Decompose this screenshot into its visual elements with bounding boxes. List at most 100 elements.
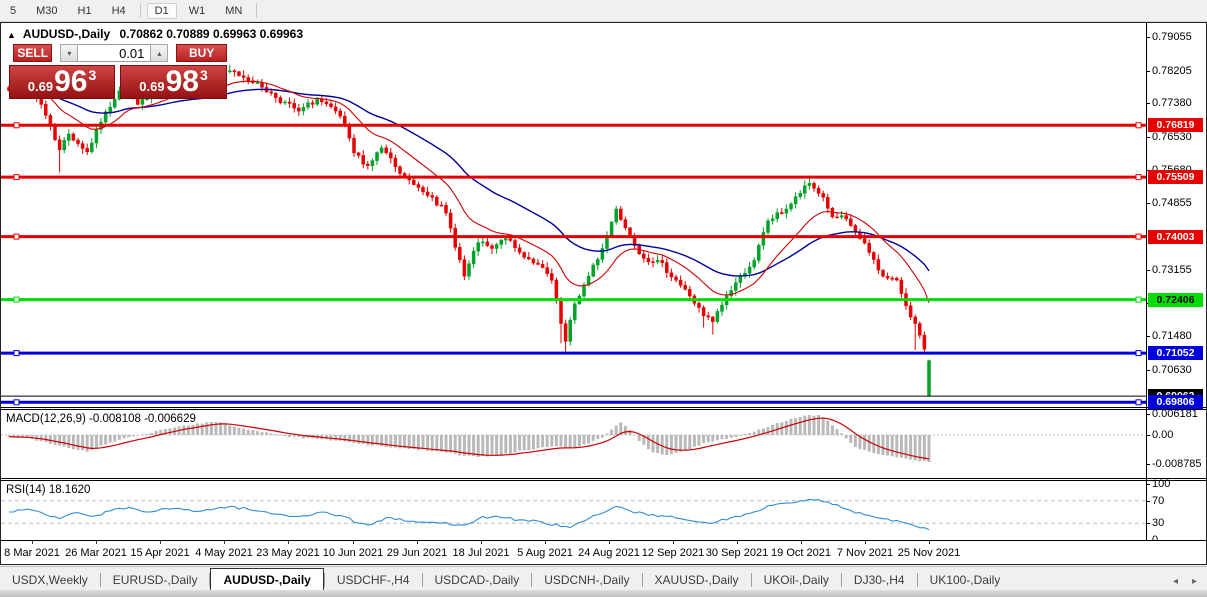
- chart-tab-usdx-weekly[interactable]: USDX,Weekly: [12, 573, 88, 587]
- chart-tab-dj30-h4[interactable]: DJ30-,H4: [853, 573, 905, 587]
- buy-price-sup: 3: [199, 67, 208, 83]
- chart-title: ▲ AUDUSD-,Daily 0.70862 0.70889 0.69963 …: [7, 27, 303, 41]
- buy-price-big: 98: [165, 65, 199, 98]
- chart-tab-usdcnh-daily[interactable]: USDCNH-,Daily: [544, 573, 630, 587]
- date-tick-mark: [609, 541, 610, 544]
- rsi-chart-svg[interactable]: [1, 482, 1146, 540]
- date-tick-mark: [801, 541, 802, 544]
- axis-divider: [1, 540, 1206, 541]
- axis-tick-mark: [1146, 336, 1150, 337]
- timeframe-button-m30[interactable]: M30: [36, 4, 58, 17]
- date-label: 23 May 2021: [256, 547, 320, 559]
- macd-chart-svg[interactable]: [1, 410, 1146, 478]
- date-label: 4 May 2021: [195, 547, 253, 559]
- rsi-axis-tick: 30: [1152, 517, 1165, 529]
- date-tick-mark: [545, 541, 546, 544]
- sell-price-small: 0.69: [27, 79, 54, 94]
- axis-tick-mark: [1146, 370, 1150, 371]
- price-axis-tick: 0.74855: [1152, 197, 1192, 209]
- tab-divider: [99, 573, 101, 587]
- date-tick-mark: [417, 541, 418, 544]
- date-label: 30 Sep 2021: [705, 547, 769, 559]
- chart-tab-uk100-daily[interactable]: UK100-,Daily: [929, 573, 1001, 587]
- timeframe-toolbar: 5 M30 H1 H4 D1 W1 MN: [0, 0, 1207, 22]
- rsi-axis-tick: 100: [1152, 478, 1171, 490]
- hline-price-label[interactable]: 0.74003: [1148, 230, 1203, 244]
- chart-tab-eurusd-daily[interactable]: EURUSD-,Daily: [112, 573, 198, 587]
- collapse-triangle-icon[interactable]: ▲: [7, 30, 16, 40]
- chart-tab-usdcad-daily[interactable]: USDCAD-,Daily: [434, 573, 520, 587]
- timeframe-button-w1[interactable]: W1: [188, 4, 206, 17]
- tab-divider: [840, 573, 842, 587]
- tab-divider: [421, 573, 423, 587]
- axis-tick-mark: [1146, 435, 1150, 436]
- sell-price-big: 96: [54, 65, 88, 98]
- date-label: 5 Aug 2021: [517, 547, 573, 559]
- axis-tick-mark: [1146, 37, 1150, 38]
- date-tick-mark: [96, 541, 97, 544]
- macd-axis-tick: 0.00: [1152, 429, 1174, 441]
- date-tick-mark: [865, 541, 866, 544]
- tab-divider: [323, 573, 325, 587]
- volume-increase-button[interactable]: ▴: [150, 44, 169, 62]
- chart-tab-audusd-daily[interactable]: AUDUSD-,Daily: [210, 568, 324, 591]
- sell-button[interactable]: SELL: [13, 44, 53, 62]
- price-axis-tick: 0.70630: [1152, 364, 1192, 376]
- chart-ohlc: 0.70862 0.70889 0.69963 0.69963: [119, 27, 304, 41]
- toolbar-separator: [139, 3, 141, 18]
- date-label: 10 Jun 2021: [322, 547, 384, 559]
- date-label: 29 Jun 2021: [386, 547, 448, 559]
- hline-price-label[interactable]: 0.76819: [1148, 118, 1203, 132]
- date-label: 8 Mar 2021: [4, 547, 60, 559]
- buy-button[interactable]: BUY: [176, 44, 227, 62]
- price-pane[interactable]: [1, 24, 1146, 413]
- hline-price-label[interactable]: 0.75509: [1148, 170, 1203, 184]
- axis-tick-mark: [1146, 501, 1150, 502]
- tab-divider: [531, 573, 533, 587]
- date-label: 15 Apr 2021: [130, 547, 190, 559]
- pane-splitter[interactable]: [1, 480, 1206, 481]
- date-label: 7 Nov 2021: [836, 547, 894, 559]
- axis-tick-mark: [1146, 103, 1150, 104]
- timeframe-button-d1[interactable]: D1: [146, 2, 177, 19]
- date-tick-mark: [288, 541, 289, 544]
- timeframe-button-h4[interactable]: H4: [111, 4, 126, 17]
- price-axis-tick: 0.77380: [1152, 97, 1192, 109]
- tab-scroll-left-icon[interactable]: ◂: [1172, 576, 1178, 587]
- rsi-pane[interactable]: [1, 482, 1146, 545]
- hline-price-label[interactable]: 0.72406: [1148, 293, 1203, 307]
- chart-tab-xauusd-daily[interactable]: XAUUSD-,Daily: [654, 573, 739, 587]
- volume-decrease-button[interactable]: ▾: [60, 44, 79, 62]
- pane-splitter[interactable]: [1, 478, 1206, 479]
- date-tick-mark: [737, 541, 738, 544]
- status-bar: [0, 590, 1207, 597]
- chart-window[interactable]: ▲ AUDUSD-,Daily 0.70862 0.70889 0.69963 …: [0, 22, 1207, 565]
- hline-price-label[interactable]: 0.69806: [1148, 395, 1203, 409]
- date-tick-mark: [673, 541, 674, 544]
- timeframe-button-h1[interactable]: H1: [77, 4, 92, 17]
- price-axis-tick: 0.73155: [1152, 264, 1192, 276]
- sell-quote[interactable]: 0.69 96 3: [9, 65, 115, 99]
- tab-divider: [641, 573, 643, 587]
- macd-pane[interactable]: [1, 410, 1146, 483]
- axis-tick-mark: [1146, 71, 1150, 72]
- chart-tab-usdchf-h4[interactable]: USDCHF-,H4: [336, 573, 410, 587]
- date-tick-mark: [160, 541, 161, 544]
- date-tick-mark: [481, 541, 482, 544]
- chart-symbol: AUDUSD-,Daily: [22, 27, 111, 41]
- axis-tick-mark: [1146, 137, 1150, 138]
- tab-scroll-right-icon[interactable]: ▸: [1191, 576, 1197, 587]
- price-chart-svg[interactable]: [1, 24, 1146, 408]
- buy-quote[interactable]: 0.69 98 3: [120, 65, 227, 99]
- hline-price-label[interactable]: 0.71052: [1148, 346, 1203, 360]
- volume-input[interactable]: [78, 44, 151, 62]
- tab-divider: [750, 573, 752, 587]
- chart-tabbar: USDX,Weekly EURUSD-,Daily AUDUSD-,Daily USD…: [0, 566, 1207, 591]
- axis-tick-mark: [1146, 464, 1150, 465]
- timeframe-button-5[interactable]: 5: [10, 4, 17, 17]
- chart-tab-ukoil-daily[interactable]: UKOil-,Daily: [763, 573, 829, 587]
- pane-splitter[interactable]: [1, 409, 1206, 410]
- pane-splitter[interactable]: [1, 407, 1206, 408]
- timeframe-button-mn[interactable]: MN: [225, 4, 243, 17]
- macd-axis-tick: 0.006181: [1152, 408, 1198, 420]
